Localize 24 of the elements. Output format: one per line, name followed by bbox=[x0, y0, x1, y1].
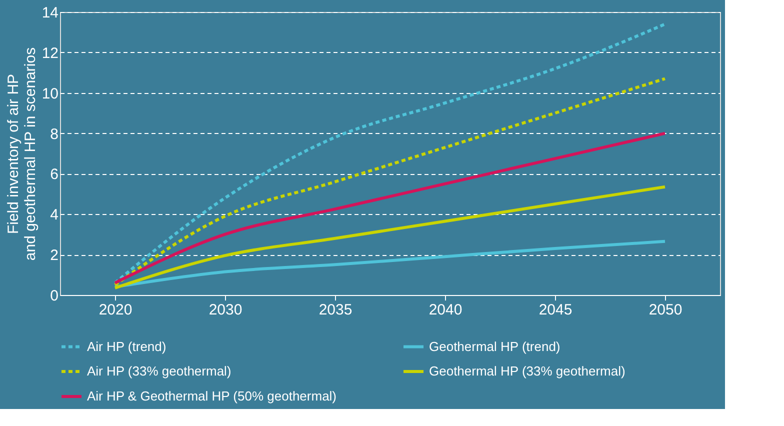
line-series bbox=[114, 22, 666, 284]
legend-label: Geothermal HP (trend) bbox=[429, 338, 560, 354]
x-tick-label: 2020 bbox=[98, 302, 132, 318]
y-tick-label: 2 bbox=[50, 247, 58, 264]
legend-label: Air HP (33% geothermal) bbox=[87, 364, 232, 378]
legend-label: Geothermal HP (33% geothermal) bbox=[429, 364, 626, 378]
x-tick-label: 2050 bbox=[648, 302, 682, 318]
y-tick-label: 12 bbox=[42, 44, 58, 62]
x-tick-label: 2040 bbox=[428, 302, 462, 318]
x-tick-label: 2045 bbox=[538, 302, 572, 318]
y-tick-label: 6 bbox=[50, 166, 58, 184]
legend-label: Air HP (trend) bbox=[87, 338, 166, 354]
line-series bbox=[114, 240, 666, 288]
y-tick-label: 8 bbox=[50, 126, 58, 143]
x-tick-label: 2035 bbox=[318, 302, 352, 318]
y-tick-label: 4 bbox=[50, 206, 58, 224]
line-series bbox=[114, 132, 666, 284]
y-tick-label: 14 bbox=[42, 4, 58, 22]
legend-label: Air HP & Geothermal HP (50% geothermal) bbox=[87, 388, 337, 404]
y-tick-label: 0 bbox=[50, 288, 58, 304]
y-tick-label: 10 bbox=[42, 85, 58, 102]
y-axis-title: Field inventory of air HP and geothermal HP in scenarios bbox=[4, 47, 39, 261]
line-series bbox=[114, 77, 666, 286]
x-tick-label: 2030 bbox=[208, 302, 242, 318]
